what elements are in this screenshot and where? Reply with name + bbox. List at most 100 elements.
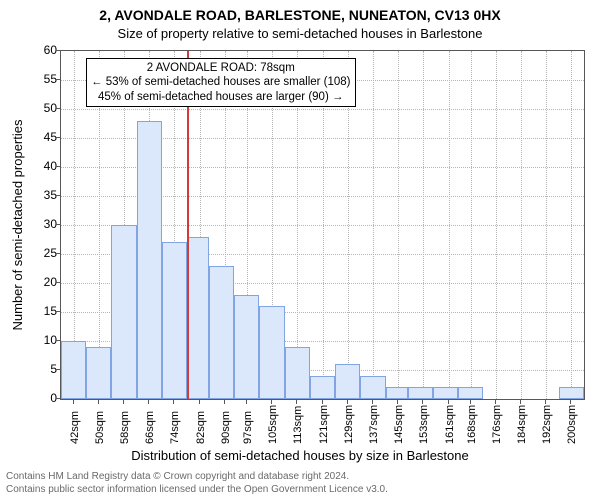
histogram-bar	[335, 364, 360, 399]
ytick-mark	[56, 369, 60, 370]
ytick-mark	[56, 195, 60, 196]
xtick-label: 161sqm	[444, 405, 456, 444]
annotation-line-1: 2 AVONDALE ROAD: 78sqm	[91, 61, 351, 75]
ytick-label: 30	[27, 218, 57, 230]
histogram-bar	[360, 376, 385, 399]
xtick-label: 192sqm	[541, 405, 553, 444]
title-sub: Size of property relative to semi-detach…	[0, 26, 600, 41]
ytick-mark	[56, 224, 60, 225]
ytick-label: 5	[27, 363, 57, 375]
ytick-mark	[56, 50, 60, 51]
xtick-mark	[148, 400, 149, 404]
xtick-label: 82sqm	[195, 411, 207, 444]
ytick-label: 10	[27, 334, 57, 346]
ytick-label: 60	[27, 44, 57, 56]
ytick-mark	[56, 108, 60, 109]
xtick-label: 105sqm	[267, 405, 279, 444]
xtick-mark	[495, 400, 496, 404]
xtick-mark	[570, 400, 571, 404]
histogram-bar	[559, 387, 584, 399]
xtick-mark	[545, 400, 546, 404]
xtick-label: 42sqm	[69, 411, 81, 444]
xtick-label: 184sqm	[516, 405, 528, 444]
y-axis-label: Number of semi-detached properties	[10, 120, 25, 331]
xtick-label: 113sqm	[292, 406, 304, 444]
xtick-label: 153sqm	[418, 405, 430, 444]
ytick-mark	[56, 398, 60, 399]
xtick-mark	[199, 400, 200, 404]
histogram-bar	[386, 387, 408, 399]
xtick-mark	[422, 400, 423, 404]
histogram-bar	[285, 347, 310, 399]
annotation-line-3: 45% of semi-detached houses are larger (…	[91, 90, 351, 104]
histogram-bar	[162, 242, 187, 399]
ytick-label: 55	[27, 73, 57, 85]
xtick-mark	[470, 400, 471, 404]
footer-line-2: Contains public sector information licen…	[6, 484, 388, 495]
ytick-label: 15	[27, 305, 57, 317]
gridline-v	[373, 51, 374, 399]
gridline-v	[449, 51, 450, 399]
ytick-label: 50	[27, 102, 57, 114]
xtick-label: 74sqm	[169, 411, 181, 444]
gridline-v	[496, 51, 497, 399]
xtick-mark	[347, 400, 348, 404]
xtick-label: 200sqm	[566, 405, 578, 444]
histogram-bar	[310, 376, 335, 399]
footer-line-1: Contains HM Land Registry data © Crown c…	[6, 471, 349, 482]
annotation-box: 2 AVONDALE ROAD: 78sqm ← 53% of semi-det…	[86, 58, 356, 107]
title-main: 2, AVONDALE ROAD, BARLESTONE, NUNEATON, …	[0, 7, 600, 23]
ytick-mark	[56, 340, 60, 341]
ytick-mark	[56, 253, 60, 254]
histogram-bar	[111, 225, 136, 399]
histogram-bar	[433, 387, 458, 399]
xtick-mark	[73, 400, 74, 404]
xtick-mark	[520, 400, 521, 404]
gridline-v	[521, 51, 522, 399]
xtick-mark	[271, 400, 272, 404]
ytick-mark	[56, 282, 60, 283]
ytick-label: 0	[27, 392, 57, 404]
xtick-label: 176sqm	[491, 405, 503, 444]
xtick-mark	[224, 400, 225, 404]
xtick-label: 90sqm	[220, 411, 232, 444]
xtick-mark	[372, 400, 373, 404]
ytick-mark	[56, 137, 60, 138]
xtick-mark	[322, 400, 323, 404]
histogram-bar	[408, 387, 433, 399]
ytick-label: 20	[27, 276, 57, 288]
gridline-v	[471, 51, 472, 399]
footer-attribution: Contains HM Land Registry data © Crown c…	[6, 471, 594, 496]
gridline-v	[398, 51, 399, 399]
xtick-label: 97sqm	[242, 411, 254, 444]
gridline-v	[423, 51, 424, 399]
histogram-bar	[209, 266, 234, 399]
gridline-v	[571, 51, 572, 399]
xtick-label: 168sqm	[466, 405, 478, 444]
ytick-mark	[56, 311, 60, 312]
xtick-mark	[173, 400, 174, 404]
ytick-mark	[56, 166, 60, 167]
xtick-mark	[296, 400, 297, 404]
chart-root: { "type": "histogram", "title_main": "2,…	[0, 0, 600, 500]
histogram-bar	[259, 306, 284, 399]
histogram-bar	[458, 387, 483, 399]
histogram-bar	[137, 121, 162, 399]
xtick-label: 58sqm	[119, 411, 131, 444]
xtick-label: 66sqm	[144, 411, 156, 444]
xtick-label: 145sqm	[393, 405, 405, 444]
xtick-label: 137sqm	[368, 405, 380, 444]
histogram-bar	[187, 237, 209, 399]
gridline-v	[546, 51, 547, 399]
xtick-mark	[98, 400, 99, 404]
x-axis-label: Distribution of semi-detached houses by …	[0, 448, 600, 463]
xtick-mark	[123, 400, 124, 404]
histogram-bar	[234, 295, 259, 399]
ytick-label: 40	[27, 160, 57, 172]
ytick-label: 35	[27, 189, 57, 201]
ytick-mark	[56, 79, 60, 80]
histogram-bar	[86, 347, 111, 399]
xtick-mark	[448, 400, 449, 404]
xtick-label: 129sqm	[343, 405, 355, 444]
xtick-mark	[397, 400, 398, 404]
